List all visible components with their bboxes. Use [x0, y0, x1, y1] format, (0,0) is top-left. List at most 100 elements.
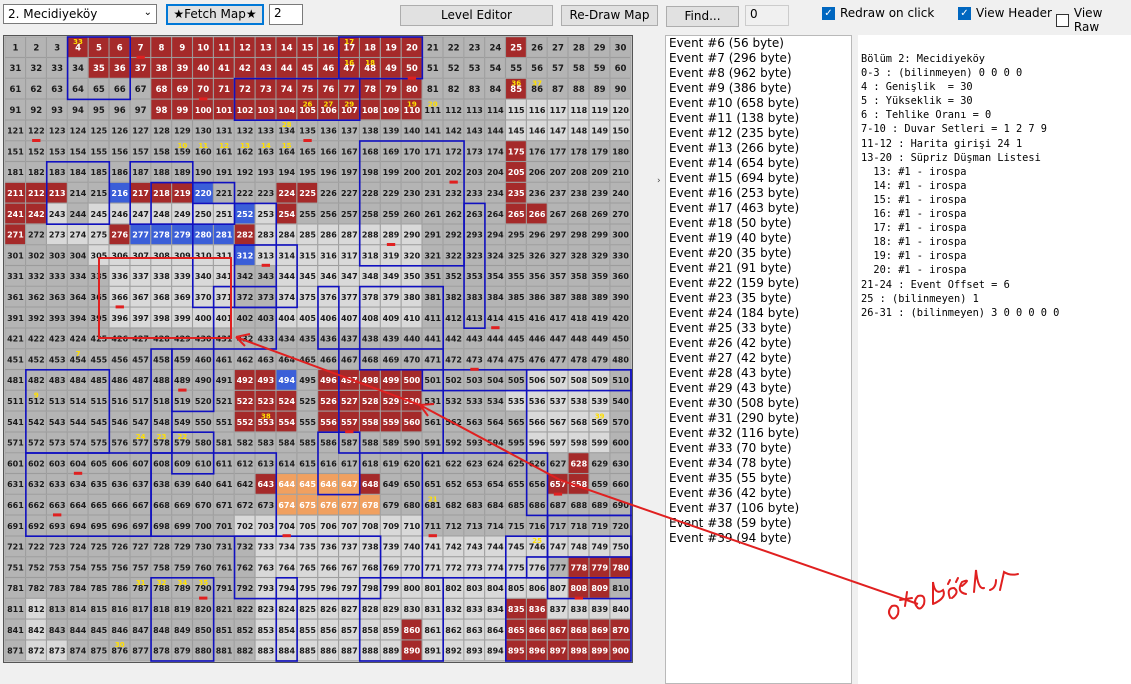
map-cell[interactable]: 228	[359, 182, 381, 204]
map-cell[interactable]: 607	[129, 452, 151, 474]
map-cell[interactable]: 414	[484, 307, 506, 328]
map-cell[interactable]: 301	[4, 244, 26, 266]
map-canvas[interactable]: 1 2 3 4 5 6 7 8 9 10 11 12 13 14 15 16 17 18 19 20 21 22 23 24 2…	[3, 35, 633, 663]
map-cell[interactable]: 152	[25, 140, 47, 162]
map-cell[interactable]: 645	[296, 473, 318, 495]
map-cell[interactable]: 450	[609, 327, 631, 349]
map-cell[interactable]: 45	[296, 57, 318, 79]
map-cell[interactable]: 206	[526, 161, 548, 183]
map-cell[interactable]: 233	[463, 182, 485, 204]
map-cell[interactable]: 741	[422, 535, 443, 557]
map-cell[interactable]: 740	[401, 535, 422, 557]
map-cell[interactable]: 760	[192, 556, 214, 578]
map-cell[interactable]: 635	[88, 473, 109, 495]
map-cell[interactable]: 118	[568, 99, 589, 120]
map-cell[interactable]: 865	[505, 619, 527, 640]
map-cell[interactable]: 30	[609, 36, 631, 58]
map-cell[interactable]: 875	[88, 639, 109, 661]
map-cell[interactable]: 114	[484, 99, 506, 120]
map-cell[interactable]: 785	[88, 577, 109, 599]
map-cell[interactable]: 34	[67, 57, 89, 79]
map-cell[interactable]: 234	[484, 182, 506, 204]
map-cell[interactable]: 651	[422, 473, 443, 495]
map-cell[interactable]: 805	[505, 577, 527, 599]
map-cell[interactable]: 350	[401, 265, 422, 287]
map-cell[interactable]: 317	[338, 244, 360, 266]
map-cell[interactable]: 33	[46, 57, 68, 79]
map-cell[interactable]: 833	[463, 598, 485, 620]
map-cell[interactable]: 648	[359, 473, 381, 495]
map-cell[interactable]: 212	[25, 182, 47, 204]
map-cell[interactable]: 895	[505, 639, 527, 661]
map-cell[interactable]: 281	[213, 223, 235, 245]
map-cell[interactable]: 507	[547, 369, 569, 391]
map-cell[interactable]: 493	[255, 369, 276, 391]
map-cell[interactable]: 707	[338, 515, 360, 536]
map-cell[interactable]: 36	[109, 57, 130, 79]
map-cell[interactable]: 389	[589, 286, 610, 308]
map-cell[interactable]: 377	[338, 286, 360, 308]
map-cell[interactable]: 306	[109, 244, 130, 266]
map-cell[interactable]: 280	[192, 223, 214, 245]
map-cell[interactable]: 230	[401, 182, 422, 204]
map-cell[interactable]: 140	[401, 119, 422, 141]
map-cell[interactable]: 113	[463, 99, 485, 120]
map-cell[interactable]: 639	[171, 473, 193, 495]
map-cell[interactable]: 622	[442, 452, 464, 474]
map-cell[interactable]: 309	[171, 244, 193, 266]
map-cell[interactable]: 339	[171, 265, 193, 287]
map-cell[interactable]: 380	[401, 286, 422, 308]
map-cell[interactable]: 56	[526, 57, 548, 79]
map-cell[interactable]: 97	[129, 99, 151, 120]
map-cell[interactable]: 862	[442, 619, 464, 640]
map-cell[interactable]: 181	[4, 161, 26, 183]
event-list-item[interactable]: Event #28 (43 byte)	[669, 366, 792, 380]
map-cell[interactable]: 357	[547, 265, 569, 287]
map-cell[interactable]: 682	[442, 494, 464, 516]
map-cell[interactable]: 453	[46, 348, 68, 370]
map-cell[interactable]: 839	[589, 598, 610, 620]
map-cell[interactable]: 346	[317, 265, 339, 287]
map-cell[interactable]: 190	[192, 161, 214, 183]
map-cell[interactable]: 729	[171, 535, 193, 557]
map-cell[interactable]: 340	[192, 265, 214, 287]
map-cell[interactable]: 211	[4, 182, 26, 204]
map-cell[interactable]: 867	[547, 619, 569, 640]
map-cell[interactable]: 485	[88, 369, 109, 391]
map-cell[interactable]: 427	[129, 327, 151, 349]
map-cell[interactable]: 545	[88, 411, 109, 432]
map-cell[interactable]: 706	[317, 515, 339, 536]
map-cell[interactable]: 40	[192, 57, 214, 79]
map-cell[interactable]: 736	[317, 535, 339, 557]
map-cell[interactable]: 866	[526, 619, 548, 640]
map-cell[interactable]: 270	[609, 203, 631, 224]
map-cell[interactable]: 401	[213, 307, 235, 328]
map-cell[interactable]: 749	[589, 535, 610, 557]
map-cell[interactable]: 145	[505, 119, 527, 141]
map-cell[interactable]: 554	[276, 411, 297, 432]
map-cell[interactable]: 582	[234, 431, 256, 453]
map-cell[interactable]: 490	[192, 369, 214, 391]
map-cell[interactable]: 864	[484, 619, 506, 640]
map-cell[interactable]: 248	[150, 203, 172, 224]
map-cell[interactable]: 120	[609, 99, 631, 120]
map-cell[interactable]: 892	[442, 639, 464, 661]
map-cell[interactable]: 752	[25, 556, 47, 578]
map-cell[interactable]: 16	[317, 36, 339, 58]
map-cell[interactable]: 142	[442, 119, 464, 141]
event-list-item[interactable]: Event #20 (35 byte)	[669, 246, 792, 260]
map-cell[interactable]: 289	[380, 223, 402, 245]
map-cell[interactable]: 597	[547, 431, 569, 453]
map-cell[interactable]: 835	[505, 598, 527, 620]
map-cell[interactable]: 379	[380, 286, 402, 308]
map-cell[interactable]: 235	[505, 182, 527, 204]
map-cell[interactable]: 13	[255, 36, 276, 58]
map-cell[interactable]: 467	[338, 348, 360, 370]
map-cell[interactable]: 795	[296, 577, 318, 599]
map-cell[interactable]: 755	[88, 556, 109, 578]
map-cell[interactable]: 274	[67, 223, 89, 245]
map-cell[interactable]: 288	[359, 223, 381, 245]
map-cell[interactable]: 285	[296, 223, 318, 245]
map-cell[interactable]: 798	[359, 577, 381, 599]
map-cell[interactable]: 151	[4, 140, 26, 162]
